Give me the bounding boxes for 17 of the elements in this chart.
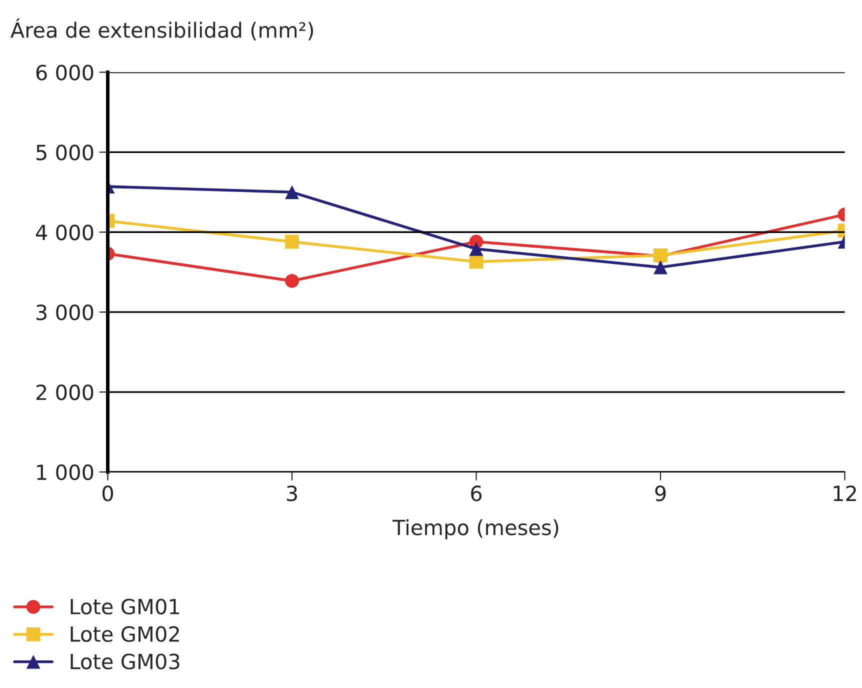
x-tick-label: 6 xyxy=(471,486,482,502)
y-tick-label: 5 000 xyxy=(36,144,94,160)
y-tick-label: 3 000 xyxy=(36,304,94,320)
legend-label: Lote GM03 xyxy=(70,654,180,670)
y-tick-label: 4 000 xyxy=(36,224,94,240)
x-tick-label: 9 xyxy=(655,486,666,502)
x-tick-label: 12 xyxy=(834,486,856,501)
y-tick-label: 6 000 xyxy=(36,64,94,80)
point xyxy=(469,242,484,256)
legend-label: Lote GM01 xyxy=(70,598,180,614)
x-axis-title: Tiempo (meses) xyxy=(392,519,558,540)
y-tick-label: 2 000 xyxy=(36,384,94,400)
y-tick-label: 1 000 xyxy=(37,464,94,480)
y-axis-title: Área de extensibilidad (mm²) xyxy=(10,18,314,40)
legend-label: Lote GM02 xyxy=(70,626,179,642)
x-tick-label: 0 xyxy=(102,486,113,502)
x-tick-label: 3 xyxy=(286,486,297,502)
